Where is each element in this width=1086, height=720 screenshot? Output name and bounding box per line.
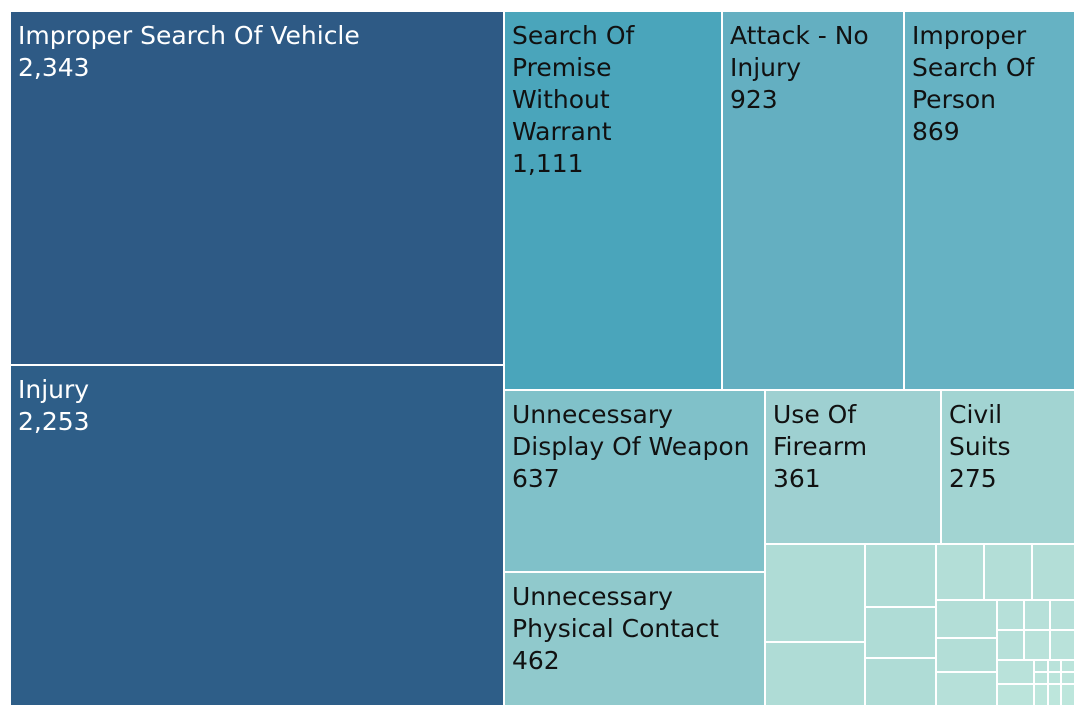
tile-improper-search-of-person[interactable]: Improper Search Of Person 869	[904, 11, 1075, 390]
tile-value: 275	[949, 464, 997, 493]
tile-small-category[interactable]	[1061, 684, 1075, 706]
tile-small-category[interactable]	[1061, 660, 1075, 672]
tile-small-category[interactable]	[1050, 600, 1075, 630]
tile-unnecessary-physical-contact[interactable]: Unnecessary Physical Contact 462	[504, 572, 765, 706]
tile-label: Injury 2,253	[18, 374, 499, 438]
tile-small-category[interactable]	[1048, 684, 1061, 706]
tile-label: Use Of Firearm 361	[773, 399, 936, 495]
tile-small-category[interactable]	[997, 630, 1024, 660]
tile-category: Attack - No Injury	[730, 21, 877, 82]
tile-category: Improper Search Of Person	[912, 21, 1043, 114]
tile-small-category[interactable]	[765, 642, 865, 706]
tile-label: Unnecessary Physical Contact 462	[512, 581, 760, 677]
tile-small-category[interactable]	[997, 684, 1034, 706]
tile-small-category[interactable]	[1034, 684, 1048, 706]
tile-small-category[interactable]	[1034, 672, 1048, 684]
tile-search-of-premise-without-warrant[interactable]: Search Of Premise Without Warrant 1,111	[504, 11, 722, 390]
tile-small-category[interactable]	[865, 658, 936, 706]
tile-small-category[interactable]	[936, 544, 984, 600]
tile-value: 1,111	[512, 149, 584, 178]
tile-attack-no-injury[interactable]: Attack - No Injury 923	[722, 11, 904, 390]
tile-small-category[interactable]	[1024, 600, 1050, 630]
tile-category: Use Of Firearm	[773, 400, 868, 461]
tile-label: Unnecessary Display Of Weapon 637	[512, 399, 760, 495]
tile-small-category[interactable]	[997, 600, 1024, 630]
tile-small-category[interactable]	[865, 544, 936, 607]
tile-improper-search-of-vehicle[interactable]: Improper Search Of Vehicle 2,343	[10, 11, 504, 365]
tile-category: Unnecessary Physical Contact	[512, 582, 719, 643]
tile-label: Search Of Premise Without Warrant 1,111	[512, 20, 717, 180]
tile-small-category[interactable]	[936, 600, 997, 638]
tile-label: Civil Suits 275	[949, 399, 1070, 495]
tile-small-category[interactable]	[1048, 672, 1061, 684]
tile-label: Improper Search Of Person 869	[912, 20, 1070, 148]
tile-category: Improper Search Of Vehicle	[18, 21, 360, 50]
tile-value: 462	[512, 646, 560, 675]
tile-small-category[interactable]	[1034, 660, 1048, 672]
tile-category: Civil Suits	[949, 400, 1011, 461]
tile-injury[interactable]: Injury 2,253	[10, 365, 504, 706]
tile-small-category[interactable]	[936, 672, 997, 706]
tile-label: Attack - No Injury 923	[730, 20, 899, 116]
tile-value: 923	[730, 85, 778, 114]
tile-small-category[interactable]	[1061, 672, 1075, 684]
tile-small-category[interactable]	[1024, 630, 1050, 660]
tile-value: 2,253	[18, 407, 90, 436]
tile-category: Search Of Premise Without Warrant	[512, 21, 643, 146]
tile-value: 2,343	[18, 53, 90, 82]
tile-value: 637	[512, 464, 560, 493]
tile-value: 869	[912, 117, 960, 146]
tile-label: Improper Search Of Vehicle 2,343	[18, 20, 499, 84]
tile-unnecessary-display-of-weapon[interactable]: Unnecessary Display Of Weapon 637	[504, 390, 765, 572]
tile-small-category[interactable]	[1048, 660, 1061, 672]
tile-category: Injury	[18, 375, 90, 404]
tile-use-of-firearm[interactable]: Use Of Firearm 361	[765, 390, 941, 544]
tile-civil-suits[interactable]: Civil Suits 275	[941, 390, 1075, 544]
tile-small-category[interactable]	[984, 544, 1032, 600]
tile-small-category[interactable]	[1032, 544, 1075, 600]
tile-small-category[interactable]	[936, 638, 997, 672]
tile-category: Unnecessary Display Of Weapon	[512, 400, 750, 461]
tile-small-category[interactable]	[1050, 630, 1075, 660]
tile-value: 361	[773, 464, 821, 493]
tile-small-category[interactable]	[765, 544, 865, 642]
tile-small-category[interactable]	[865, 607, 936, 658]
tile-small-category[interactable]	[997, 660, 1034, 684]
